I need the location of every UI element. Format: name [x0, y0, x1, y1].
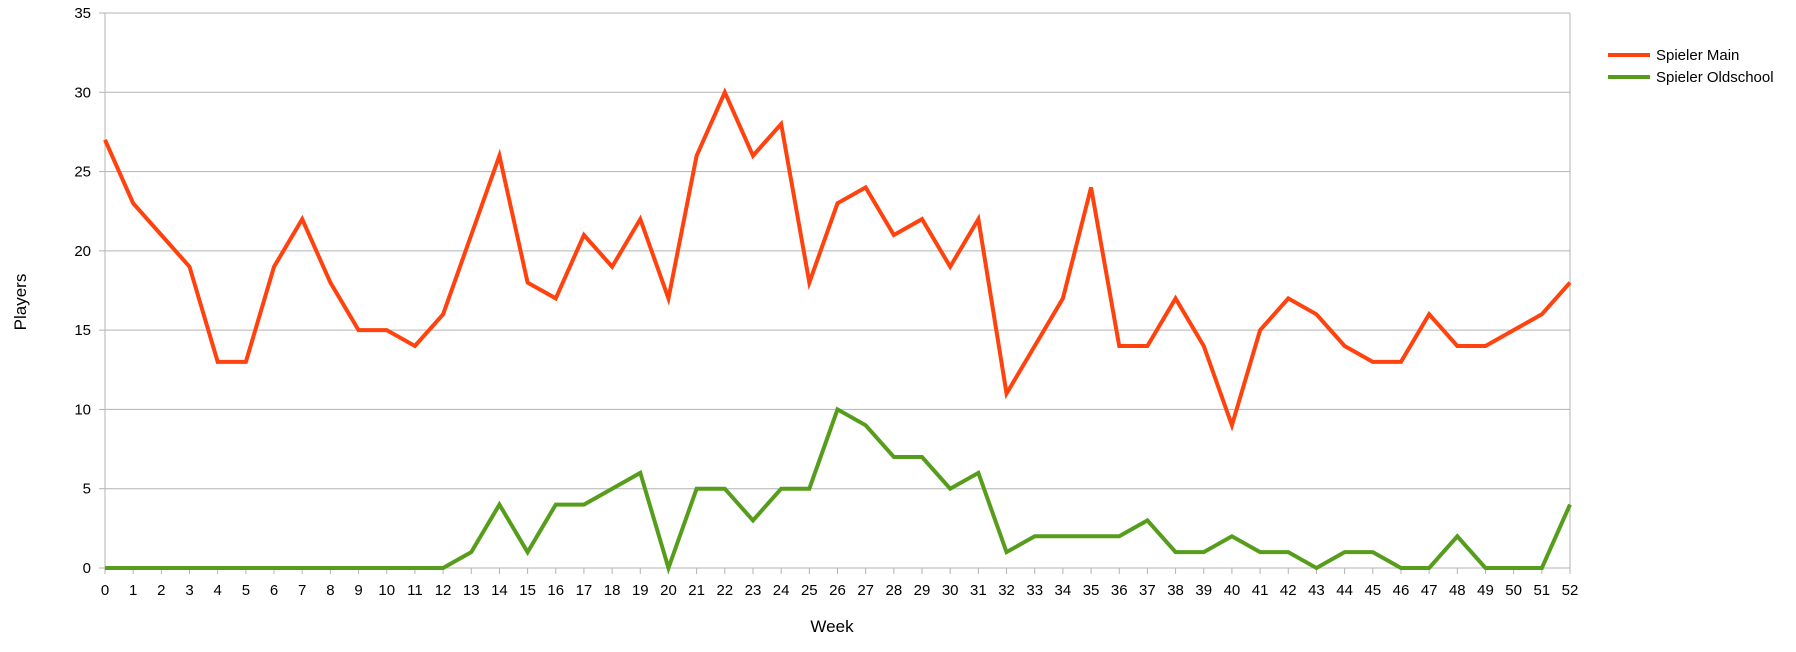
- x-tick-label: 27: [857, 582, 874, 599]
- x-tick-label: 34: [1055, 582, 1072, 599]
- x-tick-label: 12: [435, 582, 452, 599]
- x-tick-label: 21: [688, 582, 705, 599]
- x-tick-label: 32: [998, 582, 1015, 599]
- x-tick-label: 29: [914, 582, 931, 599]
- x-tick-label: 16: [547, 582, 564, 599]
- x-tick-label: 4: [214, 582, 222, 599]
- x-tick-label: 5: [242, 582, 250, 599]
- x-tick-label: 15: [519, 582, 536, 599]
- x-tick-label: 8: [326, 582, 334, 599]
- x-tick-label: 13: [463, 582, 480, 599]
- x-tick-label: 50: [1505, 582, 1522, 599]
- x-tick-label: 46: [1393, 582, 1410, 599]
- x-tick-label: 36: [1111, 582, 1128, 599]
- legend: Spieler Main Spieler Oldschool: [1608, 47, 1774, 86]
- legend-label: Spieler Oldschool: [1656, 69, 1774, 86]
- axes: [99, 12, 1571, 574]
- x-tick-label: 41: [1252, 582, 1269, 599]
- x-tick-label: 6: [270, 582, 278, 599]
- x-tick-label: 24: [773, 582, 790, 599]
- x-tick-label: 28: [886, 582, 903, 599]
- x-tick-label: 38: [1167, 582, 1184, 599]
- x-tick-label: 40: [1224, 582, 1241, 599]
- x-tick-labels: 0 1 2 3 4 5 6 7 8 9 10 11 12 13 14 15 16 17 18 19 20 21 22 23 24…: [101, 582, 1579, 599]
- gridlines: [105, 12, 1570, 490]
- x-tick-label: 26: [829, 582, 846, 599]
- x-tick-label: 1: [129, 582, 137, 599]
- x-tick-label: 25: [801, 582, 818, 599]
- x-axis-title: Week: [810, 617, 854, 636]
- x-tick-label: 45: [1364, 582, 1381, 599]
- y-tick-label: 15: [74, 322, 91, 339]
- y-tick-label: 0: [83, 560, 91, 577]
- y-tick-labels: 0 5 10 15 20 25 30 35: [74, 5, 91, 577]
- y-axis-title: Players: [11, 274, 30, 331]
- y-tick-label: 20: [74, 243, 91, 260]
- x-tick-label: 2: [157, 582, 165, 599]
- x-tick-label: 17: [576, 582, 593, 599]
- series-lines: [103, 87, 1572, 575]
- x-tick-label: 19: [632, 582, 649, 599]
- x-tick-label: 39: [1195, 582, 1212, 599]
- x-tick-label: 30: [942, 582, 959, 599]
- y-tick-label: 35: [74, 5, 91, 22]
- x-tick-label: 11: [407, 582, 423, 599]
- x-tick-label: 31: [970, 582, 987, 599]
- y-tick-label: 25: [74, 164, 91, 181]
- y-tick-label: 5: [83, 481, 91, 498]
- x-tick-label: 37: [1139, 582, 1156, 599]
- x-tick-label: 9: [354, 582, 362, 599]
- x-tick-label: 10: [378, 582, 395, 599]
- x-tick-label: 44: [1336, 582, 1353, 599]
- x-tick-label: 3: [185, 582, 193, 599]
- series-line-2: [105, 406, 1572, 575]
- x-tick-label: 14: [491, 582, 508, 599]
- x-tick-label: 52: [1562, 582, 1579, 599]
- x-tick-label: 43: [1308, 582, 1325, 599]
- series-line-1: [103, 87, 1572, 432]
- x-tick-label: 20: [660, 582, 677, 599]
- x-tick-label: 42: [1280, 582, 1297, 599]
- x-tick-label: 33: [1026, 582, 1043, 599]
- x-tick-label: 47: [1421, 582, 1438, 599]
- x-tick-label: 18: [604, 582, 621, 599]
- x-tick-label: 48: [1449, 582, 1466, 599]
- y-tick-label: 30: [74, 84, 91, 101]
- x-tick-label: 49: [1477, 582, 1494, 599]
- x-tick-label: 22: [716, 582, 733, 599]
- x-tick-label: 35: [1083, 582, 1100, 599]
- x-tick-label: 0: [101, 582, 109, 599]
- x-tick-label: 7: [298, 582, 306, 599]
- legend-label: Spieler Main: [1656, 47, 1739, 64]
- x-tick-label: 51: [1533, 582, 1550, 599]
- x-tick-label: 23: [745, 582, 762, 599]
- y-tick-label: 10: [74, 401, 91, 418]
